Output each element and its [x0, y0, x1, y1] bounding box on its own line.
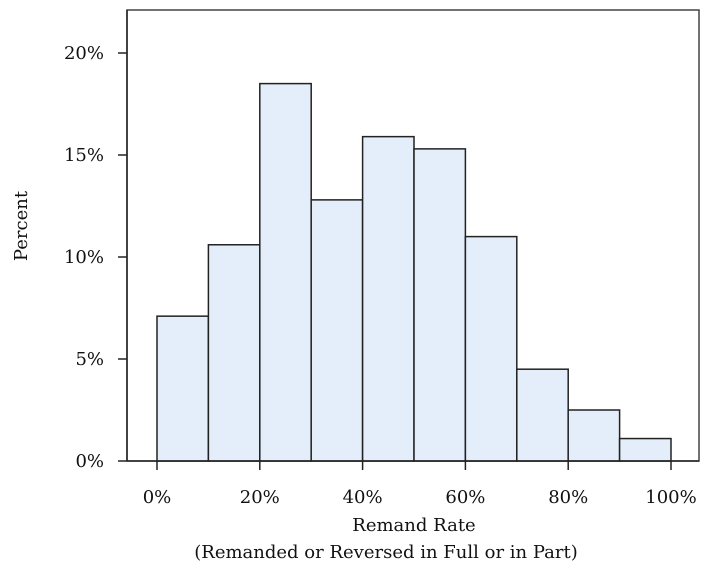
y-tick-label: 10% [64, 247, 104, 268]
x-tick-label: 80% [548, 487, 588, 508]
y-tick-label: 5% [75, 349, 104, 370]
histogram-bar [567, 409, 621, 462]
histogram-bar [464, 235, 518, 462]
histogram-bar [156, 315, 210, 462]
x-axis: 0% 20% 40% 60% 80% 100% [127, 460, 699, 508]
y-axis: 0% 5% 10% 15% 20% [64, 10, 128, 472]
y-axis-title: Percent [11, 190, 32, 261]
x-axis-subtitle: (Remanded or Reversed in Full or in Part… [194, 542, 577, 563]
histogram-bar [361, 135, 415, 462]
y-tick-label: 15% [64, 145, 104, 166]
histogram-bar [516, 368, 569, 462]
histogram-bar [259, 82, 312, 462]
x-tick-label: 100% [645, 487, 696, 508]
histogram-bar [413, 148, 467, 462]
histogram-bar [310, 199, 364, 462]
x-tick-label: 40% [343, 487, 383, 508]
histogram-bar [207, 244, 261, 462]
y-tick-label: 20% [64, 43, 104, 64]
bars-group [156, 82, 672, 462]
x-tick-label: 60% [445, 487, 485, 508]
histogram-bar [618, 437, 672, 462]
y-tick-label: 0% [75, 451, 104, 472]
x-tick-label: 0% [143, 487, 172, 508]
x-tick-label: 20% [240, 487, 280, 508]
x-axis-title: Remand Rate [352, 515, 475, 536]
